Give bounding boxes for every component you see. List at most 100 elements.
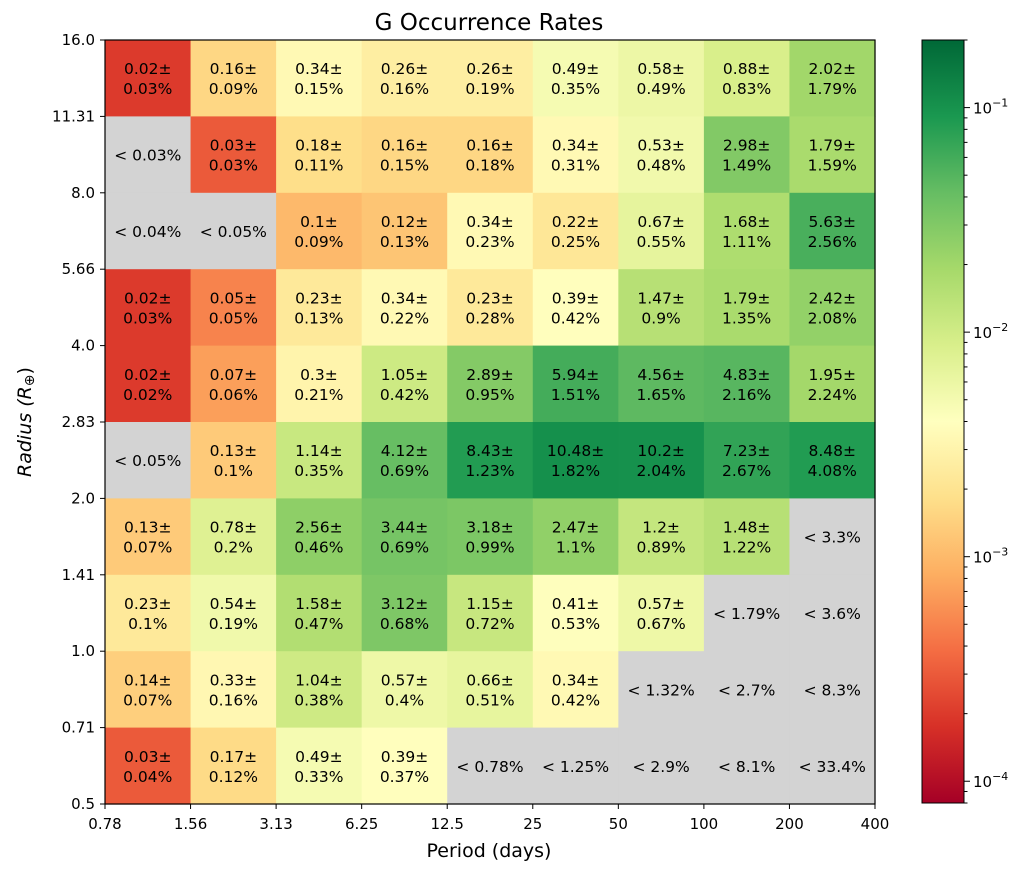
- cell-value-label: 0.05±: [210, 289, 258, 307]
- cell-value-label: 4.83±: [723, 366, 771, 384]
- heatmap-cell: [789, 422, 876, 499]
- heatmap-cell: [618, 422, 705, 499]
- cell-value-label: 0.34±: [552, 671, 600, 689]
- cell-uncertainty-label: 0.42%: [551, 309, 600, 327]
- heatmap-cell: [618, 192, 705, 270]
- heatmap-cell: [789, 727, 876, 805]
- cell-uncertainty-label: 0.9%: [641, 309, 680, 327]
- colorbar-tick-label: 10−3: [973, 546, 1008, 567]
- heatmap-cell: [703, 345, 791, 423]
- heatmap-cell: [105, 345, 192, 423]
- colorbar-tick-label: 10−1: [973, 97, 1008, 118]
- cell-value-label: 0.49±: [552, 60, 600, 78]
- x-tick-label: 50: [609, 815, 628, 833]
- cell-uncertainty-label: 1.1%: [556, 539, 595, 557]
- heatmap-cell: [105, 422, 192, 499]
- cell-upper-limit-label: < 8.1%: [718, 758, 775, 776]
- heatmap-cell: [447, 192, 534, 270]
- heatmap-cell: [532, 727, 619, 805]
- heatmap-cell-labels: 0.02± 0.03% 0.16± 0.09% 0.34± 0.15% 0.26± 0.16%…: [114, 60, 866, 786]
- heatmap-cell: [447, 116, 534, 194]
- heatmap-cell: [276, 651, 363, 729]
- heatmap-cell: [789, 40, 876, 117]
- y-tick-label: 0.71: [62, 719, 95, 737]
- cell-value-label: 1.04±: [295, 671, 343, 689]
- heatmap-cell: [190, 574, 277, 652]
- x-tick-label: 0.78: [88, 815, 121, 833]
- cell-uncertainty-label: 0.02%: [123, 386, 172, 404]
- cell-upper-limit-label: < 33.4%: [799, 758, 866, 776]
- heatmap-cell: [190, 727, 277, 805]
- cell-uncertainty-label: 0.33%: [294, 768, 343, 786]
- cell-value-label: 5.94±: [552, 366, 600, 384]
- cell-value-label: 0.03±: [124, 748, 172, 766]
- cell-uncertainty-label: 0.05%: [209, 309, 258, 327]
- cell-uncertainty-label: 0.07%: [123, 539, 172, 557]
- cell-value-label: 0.07±: [210, 366, 258, 384]
- cell-value-label: 0.78±: [210, 519, 258, 537]
- heatmap-cell: [105, 192, 192, 270]
- cell-uncertainty-label: 1.65%: [636, 386, 685, 404]
- cell-value-label: 1.14±: [295, 442, 343, 460]
- cell-value-label: 0.12±: [381, 213, 429, 231]
- cell-value-label: 1.2±: [642, 519, 680, 537]
- cell-upper-limit-label: < 0.05%: [114, 452, 181, 470]
- y-tick-label: 4.0: [71, 337, 95, 355]
- heatmap-cell: [190, 116, 277, 194]
- cell-uncertainty-label: 0.4%: [385, 691, 424, 709]
- cell-uncertainty-label: 0.16%: [380, 80, 429, 98]
- heatmap-cell: [703, 40, 791, 117]
- heatmap-cell: [532, 269, 619, 347]
- cell-value-label: 0.88±: [723, 60, 771, 78]
- cell-uncertainty-label: 0.53%: [551, 615, 600, 633]
- cell-upper-limit-label: < 0.78%: [456, 758, 523, 776]
- heatmap-cell: [532, 422, 619, 499]
- cell-value-label: 0.02±: [124, 60, 172, 78]
- heatmap-cell: [789, 651, 876, 729]
- cell-value-label: 0.57±: [637, 595, 685, 613]
- cell-value-label: 0.41±: [552, 595, 600, 613]
- heatmap-cell: [361, 727, 448, 805]
- cell-uncertainty-label: 0.83%: [722, 80, 771, 98]
- x-tick-label: 100: [690, 815, 719, 833]
- cell-uncertainty-label: 0.2%: [214, 539, 253, 557]
- cell-value-label: 0.39±: [552, 289, 600, 307]
- cell-upper-limit-label: < 0.03%: [114, 147, 181, 165]
- y-tick-label: 2.0: [71, 489, 95, 507]
- cell-upper-limit-label: < 3.3%: [804, 529, 861, 547]
- cell-uncertainty-label: 1.79%: [808, 80, 857, 98]
- cell-value-label: 1.58±: [295, 595, 343, 613]
- cell-uncertainty-label: 2.04%: [636, 462, 685, 480]
- cell-uncertainty-label: 0.48%: [636, 157, 685, 175]
- heatmap-cell: [703, 269, 791, 347]
- cell-value-label: 4.56±: [637, 366, 685, 384]
- x-tick-label: 1.56: [174, 815, 207, 833]
- cell-uncertainty-label: 0.21%: [294, 386, 343, 404]
- cell-value-label: 8.43±: [466, 442, 514, 460]
- cell-value-label: 3.12±: [381, 595, 429, 613]
- cell-uncertainty-label: 0.19%: [465, 80, 514, 98]
- heatmap-cell: [703, 727, 791, 805]
- cell-uncertainty-label: 0.37%: [380, 768, 429, 786]
- cell-value-label: 1.05±: [381, 366, 429, 384]
- cell-uncertainty-label: 0.15%: [380, 157, 429, 175]
- cell-value-label: 0.13±: [124, 519, 172, 537]
- cell-value-label: 1.79±: [808, 137, 856, 155]
- cell-uncertainty-label: 1.22%: [722, 539, 771, 557]
- cell-value-label: 2.47±: [552, 519, 600, 537]
- colorbar-gradient: [921, 39, 965, 804]
- cell-uncertainty-label: 1.23%: [465, 462, 514, 480]
- cell-uncertainty-label: 1.82%: [551, 462, 600, 480]
- x-axis-ticks: 0.78 1.56 3.13 6.25 12.5 25 50 100 200 400: [88, 804, 889, 833]
- heatmap-cell: [190, 345, 277, 423]
- cell-value-label: 0.14±: [124, 671, 172, 689]
- heatmap-cell: [190, 651, 277, 729]
- cell-upper-limit-label: < 8.3%: [804, 681, 861, 699]
- cell-value-label: 2.98±: [723, 137, 771, 155]
- cell-upper-limit-label: < 2.9%: [632, 758, 689, 776]
- heatmap-cell: [447, 269, 534, 347]
- x-tick-label: 12.5: [431, 815, 464, 833]
- heatmap-cell: [105, 269, 192, 347]
- cell-upper-limit-label: < 0.04%: [114, 223, 181, 241]
- y-tick-label: 1.41: [62, 566, 95, 584]
